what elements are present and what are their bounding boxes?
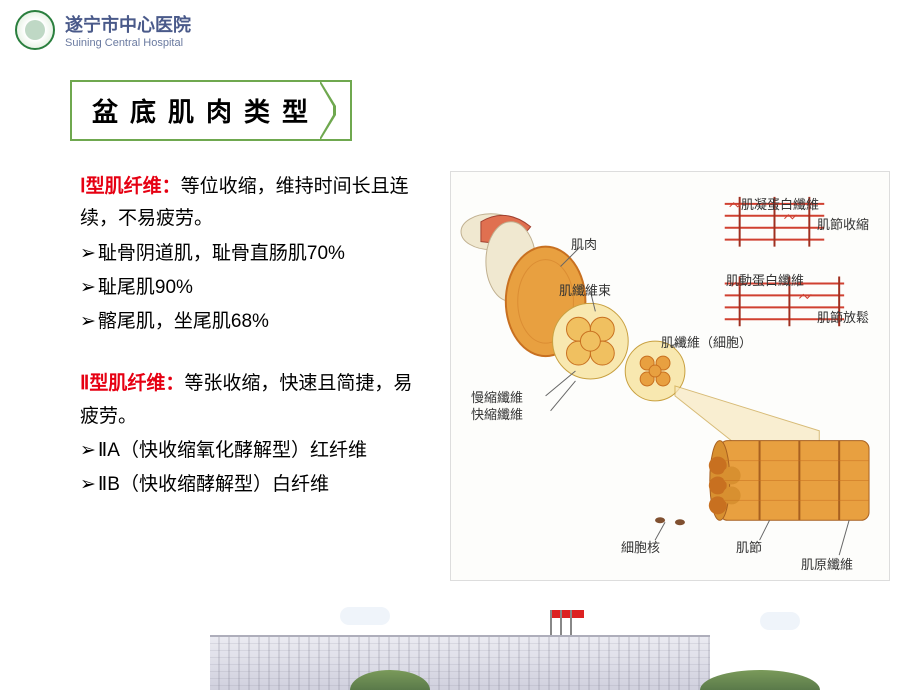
diagram-label: 肌原纖維: [801, 554, 853, 573]
hospital-name-block: 遂宁市中心医院 Suining Central Hospital: [65, 11, 191, 49]
bullet-text: 髂尾肌，坐尾肌68%: [98, 311, 269, 332]
bullet-icon: ➢: [80, 243, 96, 264]
section1-bullet: ➢耻骨阴道肌，耻骨直肠肌70%: [80, 238, 430, 270]
diagram-label: 細胞核: [621, 537, 660, 556]
diagram-label: 肌節: [736, 537, 762, 556]
hospital-logo-icon: [15, 10, 55, 50]
section2-bullet: ➢ⅡA（快收缩氧化酵解型）红纤维: [80, 435, 430, 467]
bullet-icon: ➢: [80, 474, 96, 495]
section2-heading: Ⅱ型肌纤维：: [80, 373, 184, 394]
section-2: Ⅱ型肌纤维：等张收缩，快速且简捷，易疲劳。: [80, 368, 430, 433]
slide-title-box: 盆底肌肉类型: [70, 80, 352, 141]
slide-title: 盆底肌肉类型: [92, 92, 320, 129]
bullet-text: 耻尾肌90%: [98, 277, 193, 298]
building-icon: [210, 635, 710, 690]
section2-bullet: ➢ⅡB（快收缩酵解型）白纤维: [80, 469, 430, 501]
section1-bullet: ➢耻尾肌90%: [80, 272, 430, 304]
bullet-text: 耻骨阴道肌，耻骨直肠肌70%: [98, 243, 345, 264]
bullet-text: ⅡB（快收缩酵解型）白纤维: [98, 474, 329, 495]
muscle-fiber-diagram: 肌凝蛋白纖維 肌節收縮 肌動蛋白纖維 肌節放鬆 肌肉 肌纖維束 肌纖維（細胞） …: [450, 171, 890, 581]
content-area: Ⅰ型肌纤维：等位收缩，维持时间长且连续，不易疲劳。 ➢耻骨阴道肌，耻骨直肠肌70…: [0, 171, 920, 581]
text-column: Ⅰ型肌纤维：等位收缩，维持时间长且连续，不易疲劳。 ➢耻骨阴道肌，耻骨直肠肌70…: [80, 171, 430, 581]
diagram-label: 肌動蛋白纖維: [726, 270, 804, 289]
header: 遂宁市中心医院 Suining Central Hospital: [0, 0, 920, 60]
section-1: Ⅰ型肌纤维：等位收缩，维持时间长且连续，不易疲劳。: [80, 171, 430, 236]
footer-building-image: [0, 600, 920, 690]
section1-heading: Ⅰ型肌纤维：: [80, 176, 181, 197]
bullet-icon: ➢: [80, 277, 96, 298]
diagram-svg: [451, 172, 889, 580]
diagram-label: 肌凝蛋白纖維: [741, 194, 819, 213]
diagram-label: 快縮纖維: [471, 404, 523, 423]
diagram-label: 肌肉: [571, 234, 597, 253]
hospital-name-en: Suining Central Hospital: [65, 37, 191, 49]
diagram-label: 肌節收縮: [817, 214, 869, 233]
hospital-name-cn: 遂宁市中心医院: [65, 11, 191, 37]
bullet-text: ⅡA（快收缩氧化酵解型）红纤维: [98, 440, 367, 461]
bullet-icon: ➢: [80, 440, 96, 461]
diagram-label: 肌纖維束: [559, 280, 611, 299]
diagram-label: 肌節放鬆: [817, 307, 869, 326]
diagram-label: 肌纖維（細胞）: [661, 332, 752, 351]
bullet-icon: ➢: [80, 311, 96, 332]
section1-bullet: ➢髂尾肌，坐尾肌68%: [80, 306, 430, 338]
